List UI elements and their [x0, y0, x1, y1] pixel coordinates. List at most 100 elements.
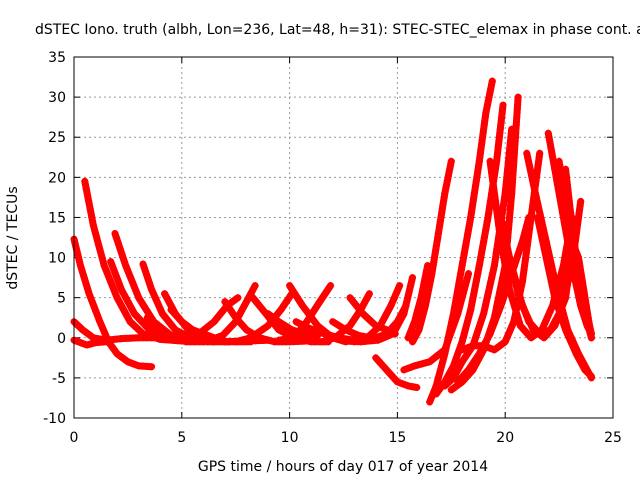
data-point	[547, 278, 555, 286]
data-point	[117, 353, 125, 360]
data-point	[584, 369, 592, 377]
data-point	[490, 266, 497, 274]
data-point	[472, 177, 480, 185]
data-point	[583, 306, 591, 314]
data-point	[487, 85, 495, 93]
data-point	[215, 333, 222, 341]
data-point	[531, 185, 538, 193]
data-point	[576, 201, 584, 209]
data-point	[422, 298, 430, 306]
data-point	[503, 270, 511, 278]
data-point	[546, 270, 554, 278]
data-point	[413, 330, 421, 338]
data-point	[400, 305, 408, 313]
data-point	[418, 314, 426, 322]
data-point	[414, 361, 422, 369]
data-point	[442, 181, 450, 189]
data-point	[446, 368, 454, 376]
data-point	[489, 323, 497, 331]
data-point	[501, 262, 509, 270]
data-point	[513, 310, 521, 318]
data-point	[424, 290, 432, 298]
data-point	[480, 310, 488, 318]
data-point	[500, 226, 507, 233]
data-point	[455, 278, 463, 286]
data-point	[573, 250, 581, 257]
data-point	[455, 282, 462, 290]
data-point	[461, 326, 469, 334]
data-point	[86, 201, 93, 209]
data-point	[118, 250, 126, 257]
data-point	[133, 290, 141, 298]
data-point	[139, 260, 147, 268]
data-point	[511, 274, 519, 282]
data-point	[445, 330, 453, 338]
data-point	[92, 307, 100, 315]
data-point	[506, 254, 513, 262]
data-point	[451, 371, 459, 379]
data-point	[72, 243, 80, 251]
data-point	[98, 254, 106, 262]
data-point	[576, 266, 584, 274]
data-point	[96, 318, 104, 326]
data-point	[584, 314, 592, 322]
data-point	[503, 334, 511, 342]
data-point	[430, 258, 438, 266]
data-point	[547, 141, 554, 149]
data-point	[236, 337, 243, 345]
data-point	[500, 294, 508, 302]
data-point	[83, 189, 91, 197]
data-point	[516, 246, 524, 253]
data-point	[89, 218, 97, 225]
data-point	[86, 331, 94, 339]
data-point	[443, 342, 451, 350]
data-point	[460, 250, 468, 257]
data-point	[559, 318, 567, 326]
data-point	[105, 272, 112, 280]
data-point	[469, 294, 477, 302]
data-point	[302, 323, 310, 330]
data-point	[507, 290, 515, 298]
data-point	[447, 161, 454, 169]
data-point	[490, 319, 498, 327]
data-point	[568, 340, 576, 347]
data-point	[503, 274, 511, 282]
data-point	[575, 254, 582, 262]
data-point	[133, 324, 140, 332]
data-point	[457, 270, 465, 278]
data-point	[576, 356, 584, 364]
data-point	[555, 294, 563, 302]
data-point	[432, 242, 440, 249]
data-point	[421, 302, 429, 310]
data-point	[586, 326, 594, 334]
data-point	[448, 318, 456, 326]
data-point	[477, 254, 485, 262]
data-point	[128, 276, 135, 284]
data-point	[462, 242, 470, 249]
data-point	[569, 343, 577, 351]
data-point	[161, 290, 169, 298]
data-point	[517, 242, 525, 249]
data-point	[396, 282, 404, 290]
data-point	[503, 246, 511, 253]
data-point	[498, 298, 506, 306]
data-point	[99, 326, 107, 334]
data-point	[109, 265, 117, 273]
data-point	[412, 314, 420, 322]
data-point	[362, 296, 370, 304]
data-point	[527, 334, 535, 342]
data-point	[542, 254, 550, 262]
axis-ticks: 0 5 10 15 20 25 -10 -5 0 5 10 15 20 25 30 35	[43, 50, 622, 446]
data-point	[264, 310, 272, 318]
data-point	[405, 290, 413, 298]
data-point	[462, 238, 470, 245]
data-point	[139, 330, 147, 338]
data-point	[497, 213, 505, 221]
data-point	[393, 378, 401, 386]
data-point	[203, 331, 211, 339]
data-point	[82, 328, 90, 336]
data-point	[171, 326, 179, 334]
data-point	[543, 315, 550, 323]
data-point	[514, 314, 522, 322]
data-point	[409, 383, 416, 391]
